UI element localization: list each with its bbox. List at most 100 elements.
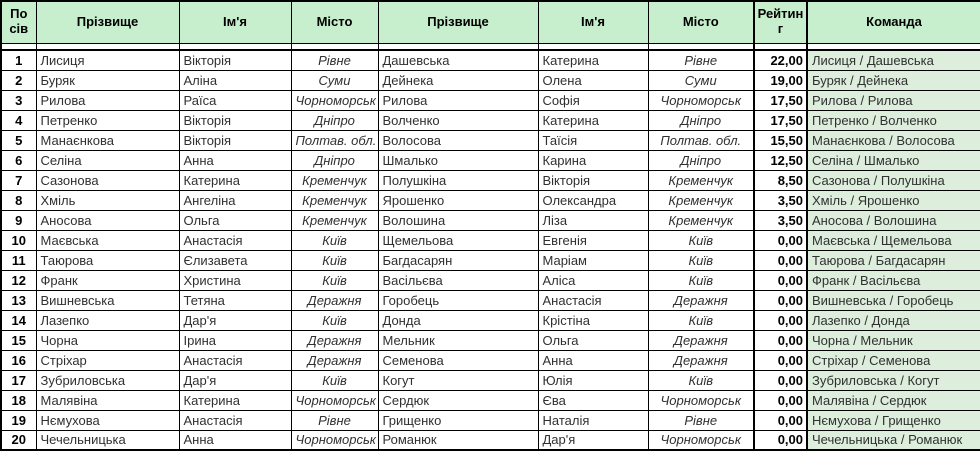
p1_name-cell: Катерина	[178, 169, 292, 191]
p1_surname-cell: Нємухова	[35, 409, 180, 431]
spacer-cell	[178, 42, 292, 51]
rating-cell: 0,00	[753, 269, 808, 291]
p2_city-cell: Деражня	[647, 349, 755, 371]
p1_surname-cell: Вишневська	[35, 289, 180, 311]
p1_name-cell: Анастасія	[178, 349, 292, 371]
table-row: 16 Стріхар Анастасія Деражня Семенова Анна Дер…	[0, 349, 980, 371]
p1_surname-cell: Чорна	[35, 329, 180, 351]
table-row: 15 Чорна Ірина Деражня Мельник Ольга Деражня 0,…	[0, 329, 980, 351]
column-header-p1_surname: Прізвище	[35, 0, 180, 44]
p1_surname-cell: Малявіна	[35, 389, 180, 411]
p2_city-cell: Полтав. обл.	[647, 129, 755, 151]
seed-cell: 19	[0, 409, 37, 431]
p1_surname-cell: Петренко	[35, 109, 180, 131]
table-row: 4 Петренко Вікторія Дніпро Волченко Катерина Д…	[0, 109, 980, 131]
table-row: 7 Сазонова Катерина Кременчук Полушкіна Вікто…	[0, 169, 980, 191]
seed-cell: 4	[0, 109, 37, 131]
p2_city-cell: Суми	[647, 69, 755, 91]
team-cell: Лазепко / Донда	[806, 309, 980, 331]
seed-cell: 3	[0, 89, 37, 111]
table-row: 13 Вишневська Тетяна Деражня Горобець Анастас…	[0, 289, 980, 311]
p1_surname-cell: Аносова	[35, 209, 180, 231]
p2_surname-cell: Романюк	[377, 429, 539, 451]
table-row: 1 Лисиця Вікторія Рівне Дашевська Катерина Рів…	[0, 49, 980, 71]
seed-cell: 1	[0, 49, 37, 71]
p2_surname-cell: Дейнека	[377, 69, 539, 91]
p1_surname-cell: Маєвська	[35, 229, 180, 251]
rating-cell: 22,00	[753, 49, 808, 71]
p1_name-cell: Вікторія	[178, 49, 292, 71]
seed-cell: 15	[0, 329, 37, 351]
p1_city-cell: Чорноморськ	[290, 389, 379, 411]
rating-cell: 0,00	[753, 309, 808, 331]
p1_city-cell: Київ	[290, 269, 379, 291]
column-header-p2_name: Ім'я	[537, 0, 649, 44]
p1_surname-cell: Лазепко	[35, 309, 180, 331]
p2_name-cell: Таїсія	[537, 129, 649, 151]
table-row: 18 Малявіна Катерина Чорноморськ Сердюк Єва Чо…	[0, 389, 980, 411]
table-row: 8 Хміль Ангеліна Кременчук Ярошенко Олександр…	[0, 189, 980, 211]
table-row: 2 Буряк Аліна Суми Дейнека Олена Суми 19,00 Буря…	[0, 69, 980, 91]
team-cell: Петренко / Волченко	[806, 109, 980, 131]
team-cell: Малявіна / Сердюк	[806, 389, 980, 411]
p1_surname-cell: Таюрова	[35, 249, 180, 271]
spacer-cell	[647, 42, 755, 51]
p2_surname-cell: Ярошенко	[377, 189, 539, 211]
team-cell: Маєвська / Щемельова	[806, 229, 980, 251]
team-cell: Франк / Васільєва	[806, 269, 980, 291]
seed-cell: 14	[0, 309, 37, 331]
table-row: 19 Нємухова Анастасія Рівне Грищенко Наталія Р…	[0, 409, 980, 431]
p1_name-cell: Ольга	[178, 209, 292, 231]
team-cell: Нємухова / Грищенко	[806, 409, 980, 431]
column-header-p2_surname: Прізвище	[377, 0, 539, 44]
p1_surname-cell: Зубриловська	[35, 369, 180, 391]
p1_city-cell: Київ	[290, 309, 379, 331]
p1_city-cell: Кременчук	[290, 189, 379, 211]
p1_city-cell: Кременчук	[290, 209, 379, 231]
p1_name-cell: Анна	[178, 149, 292, 171]
seed-cell: 8	[0, 189, 37, 211]
p1_name-cell: Анастасія	[178, 229, 292, 251]
p2_city-cell: Київ	[647, 369, 755, 391]
p1_surname-cell: Стріхар	[35, 349, 180, 371]
p2_surname-cell: Сердюк	[377, 389, 539, 411]
p1_surname-cell: Селіна	[35, 149, 180, 171]
p2_name-cell: Вікторія	[537, 169, 649, 191]
p1_city-cell: Дніпро	[290, 149, 379, 171]
p2_name-cell: Катерина	[537, 49, 649, 71]
team-cell: Чечельницька / Романюк	[806, 429, 980, 451]
rating-cell: 0,00	[753, 429, 808, 451]
p1_city-cell: Суми	[290, 69, 379, 91]
p2_city-cell: Рівне	[647, 409, 755, 431]
rating-cell: 15,50	[753, 129, 808, 151]
p1_city-cell: Київ	[290, 229, 379, 251]
p1_name-cell: Анастасія	[178, 409, 292, 431]
table-row: 3 Рилова Раїса Чорноморськ Рилова Софія Чорном…	[0, 89, 980, 111]
p2_city-cell: Київ	[647, 309, 755, 331]
seed-cell: 10	[0, 229, 37, 251]
p2_city-cell: Дніпро	[647, 109, 755, 131]
team-cell: Аносова / Волошина	[806, 209, 980, 231]
rating-cell: 8,50	[753, 169, 808, 191]
table-row: 11 Таюрова Єлизавета Київ Багдасарян Маріам Ки…	[0, 249, 980, 271]
team-cell: Стріхар / Семенова	[806, 349, 980, 371]
seed-cell: 5	[0, 129, 37, 151]
p1_name-cell: Вікторія	[178, 109, 292, 131]
p2_city-cell: Кременчук	[647, 189, 755, 211]
spacer-cell	[537, 42, 649, 51]
p1_name-cell: Христина	[178, 269, 292, 291]
spacer-cell	[290, 42, 379, 51]
team-cell: Таюрова / Багдасарян	[806, 249, 980, 271]
table-row: 6 Селіна Анна Дніпро Шмалько Карина Дніпро 12,5…	[0, 149, 980, 171]
p2_name-cell: Евгенія	[537, 229, 649, 251]
p2_surname-cell: Волосова	[377, 129, 539, 151]
p1_name-cell: Тетяна	[178, 289, 292, 311]
seed-cell: 20	[0, 429, 37, 451]
p2_city-cell: Чорноморськ	[647, 429, 755, 451]
p2_name-cell: Карина	[537, 149, 649, 171]
team-cell: Манаєнкова / Волосова	[806, 129, 980, 151]
team-cell: Сазонова / Полушкіна	[806, 169, 980, 191]
p2_name-cell: Софія	[537, 89, 649, 111]
column-header-p1_name: Ім'я	[178, 0, 292, 44]
